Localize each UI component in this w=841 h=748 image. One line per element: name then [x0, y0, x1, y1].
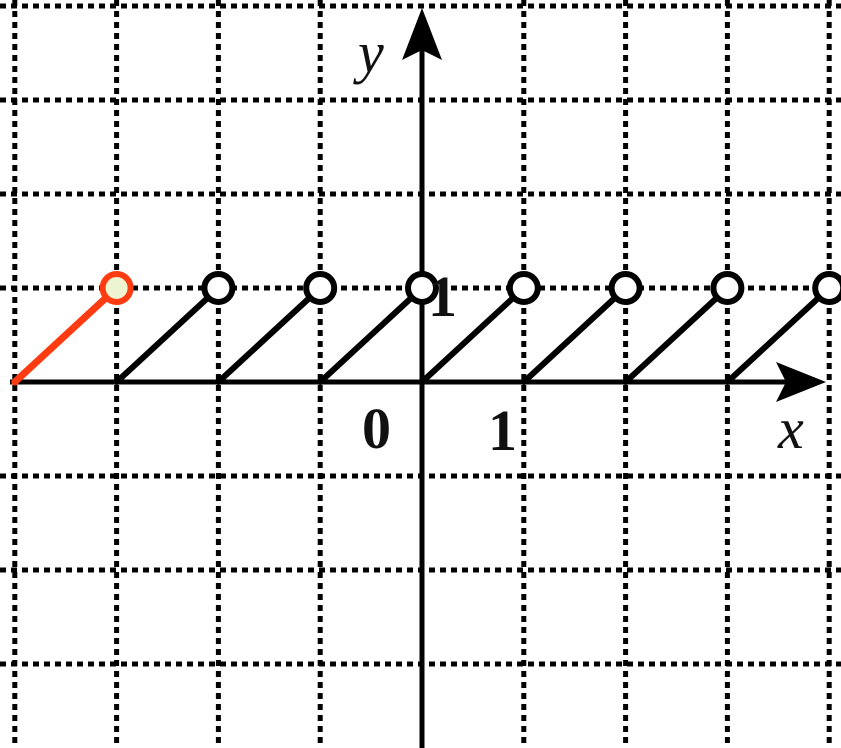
line-segment — [419, 285, 527, 385]
line-segment — [113, 285, 222, 385]
open-endpoint — [812, 271, 841, 305]
y-axis-arrow — [402, 8, 442, 60]
origin-tick-label: 0 — [362, 396, 391, 461]
x-axis-arrow — [776, 362, 826, 402]
x-axis-label: x — [777, 396, 804, 461]
x-tick-label-1: 1 — [488, 398, 517, 463]
axes — [10, 8, 826, 748]
highlighted-open-endpoint — [99, 271, 134, 305]
line-segment — [622, 285, 731, 385]
series-marks — [11, 271, 841, 386]
line-segment — [724, 285, 833, 385]
labels: y x 0 1 1 — [353, 20, 804, 463]
line-segment — [215, 285, 324, 385]
y-axis-label: y — [353, 20, 384, 85]
open-endpoint — [201, 271, 236, 305]
y-tick-label-1: 1 — [428, 264, 457, 329]
open-endpoint — [710, 271, 745, 305]
open-endpoint — [608, 271, 643, 305]
open-endpoint — [405, 271, 439, 305]
line-segment — [520, 285, 629, 385]
open-endpoint — [506, 271, 541, 305]
highlighted-segment — [11, 284, 121, 386]
open-endpoint — [303, 271, 338, 305]
line-segment — [317, 285, 425, 385]
